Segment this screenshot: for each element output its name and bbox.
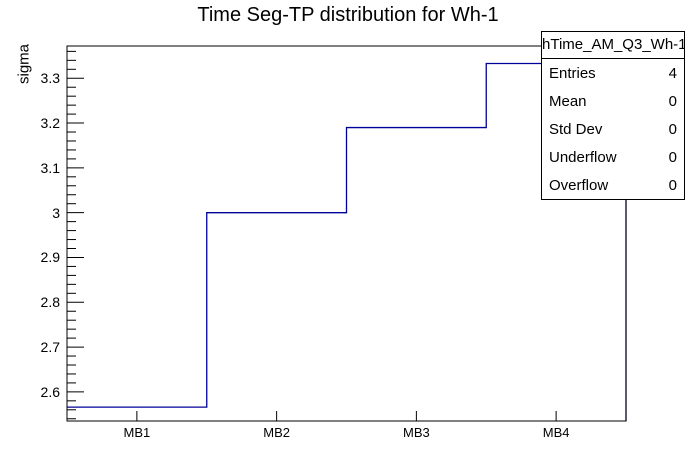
stats-row-entries: Entries 4 bbox=[542, 59, 684, 87]
stats-label: Underflow bbox=[549, 148, 617, 166]
y-tick-label: 3.2 bbox=[40, 115, 60, 132]
y-tick-label: 3.3 bbox=[40, 70, 60, 87]
x-tick-label: MB1 bbox=[123, 425, 151, 440]
y-tick-label: 2.9 bbox=[40, 249, 60, 266]
stats-box-title: hTime_AM_Q3_Wh-1 bbox=[542, 32, 684, 59]
stats-label: Entries bbox=[549, 64, 596, 82]
stats-value: 0 bbox=[668, 120, 677, 138]
stats-value: 0 bbox=[668, 176, 677, 194]
stats-row-mean: Mean 0 bbox=[542, 87, 684, 115]
y-tick-label: 2.8 bbox=[40, 294, 60, 311]
stats-row-overflow: Overflow 0 bbox=[542, 171, 684, 199]
y-tick-label: 2.7 bbox=[40, 339, 60, 356]
y-tick-label: 2.6 bbox=[40, 383, 60, 400]
x-tick-label: MB4 bbox=[542, 425, 570, 440]
y-tick-label: 3 bbox=[52, 204, 60, 221]
plot-frame bbox=[66, 45, 627, 422]
stats-label: Std Dev bbox=[549, 120, 603, 138]
stats-row-stddev: Std Dev 0 bbox=[542, 115, 684, 143]
stats-row-underflow: Underflow 0 bbox=[542, 143, 684, 171]
stats-label: Mean bbox=[549, 92, 587, 110]
y-tick-label: 3.1 bbox=[40, 159, 60, 176]
stats-value: 0 bbox=[668, 92, 677, 110]
stats-label: Overflow bbox=[549, 176, 609, 194]
x-tick-label: MB2 bbox=[263, 425, 290, 440]
stats-value: 0 bbox=[668, 148, 677, 166]
stats-value: 4 bbox=[668, 64, 677, 82]
stats-box: hTime_AM_Q3_Wh-1 Entries 4 Mean 0 Std De… bbox=[541, 31, 685, 200]
page-title: Time Seg-TP distribution for Wh-1 bbox=[197, 4, 499, 26]
x-tick-label: MB3 bbox=[403, 425, 430, 440]
